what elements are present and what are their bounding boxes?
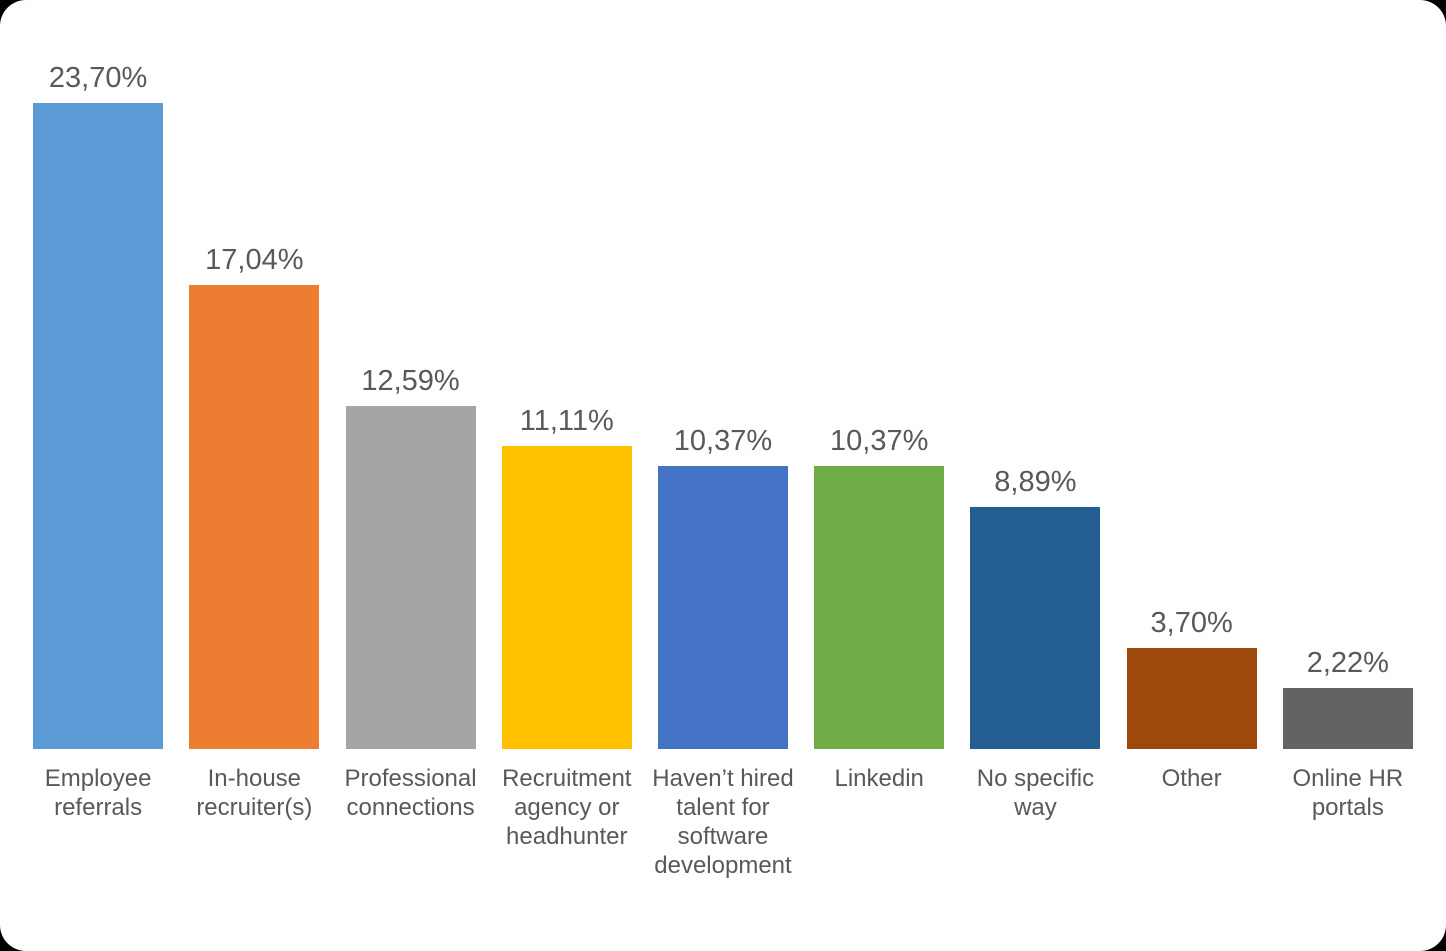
bar-stack: 3,70% [1126,0,1257,749]
bar-column: 17,04% In-house recruiter(s) [176,0,332,951]
bar-column: 3,70% Other [1114,0,1270,951]
bar-column: 2,22% Online HR portals [1270,0,1426,951]
bar-value-label: 17,04% [205,244,304,276]
bar-category-label: Recruitment agency or headhunter [502,765,632,850]
bar [1126,648,1257,749]
bar-category-label: Employee referrals [44,765,152,821]
bar-stack: 2,22% [1282,0,1413,749]
bar [345,406,476,749]
bar-column: 12,59% Professional connections [332,0,488,951]
bar-value-label: 2,22% [1306,647,1389,679]
bar [1282,688,1413,749]
bar-category-label: No specific way [976,765,1095,821]
bar-stack: 17,04% [189,0,320,749]
bar-stack: 10,37% [657,0,788,749]
bar-stack: 11,11% [501,0,632,749]
bar-value-label: 8,89% [994,466,1077,498]
bar-stack: 10,37% [814,0,945,749]
bar-column: 23,70% Employee referrals [20,0,176,951]
bar-value-label: 3,70% [1150,607,1233,639]
bar-category-label: Other [1161,765,1222,792]
bar-category-label: Haven’t hired talent for software develo… [652,765,794,879]
bar [657,466,788,749]
bar [189,285,320,749]
bar-column: 11,11% Recruitment agency or headhunter [489,0,645,951]
bar-stack: 8,89% [970,0,1101,749]
bar-column: 10,37% Haven’t hired talent for software… [645,0,801,951]
bar-value-label: 10,37% [830,425,929,457]
bar-column: 8,89% No specific way [957,0,1113,951]
bar-category-label: Online HR portals [1292,765,1404,821]
bar-stack: 23,70% [33,0,164,749]
bar-value-label: 11,11% [519,405,614,437]
bar [33,103,164,749]
bar-value-label: 23,70% [48,62,148,94]
bar [970,507,1101,749]
bar-chart: 23,70% Employee referrals 17,04% In-hous… [20,0,1426,951]
bar [814,466,945,749]
bar-category-label: Professional connections [344,765,477,821]
bar-stack: 12,59% [345,0,476,749]
bar-category-label: Linkedin [834,765,924,792]
bar-column: 10,37% Linkedin [801,0,957,951]
bar-value-label: 12,59% [361,365,460,397]
bar-category-label: In-house recruiter(s) [196,765,313,821]
bar-value-label: 10,37% [673,425,773,457]
bar [501,446,632,749]
